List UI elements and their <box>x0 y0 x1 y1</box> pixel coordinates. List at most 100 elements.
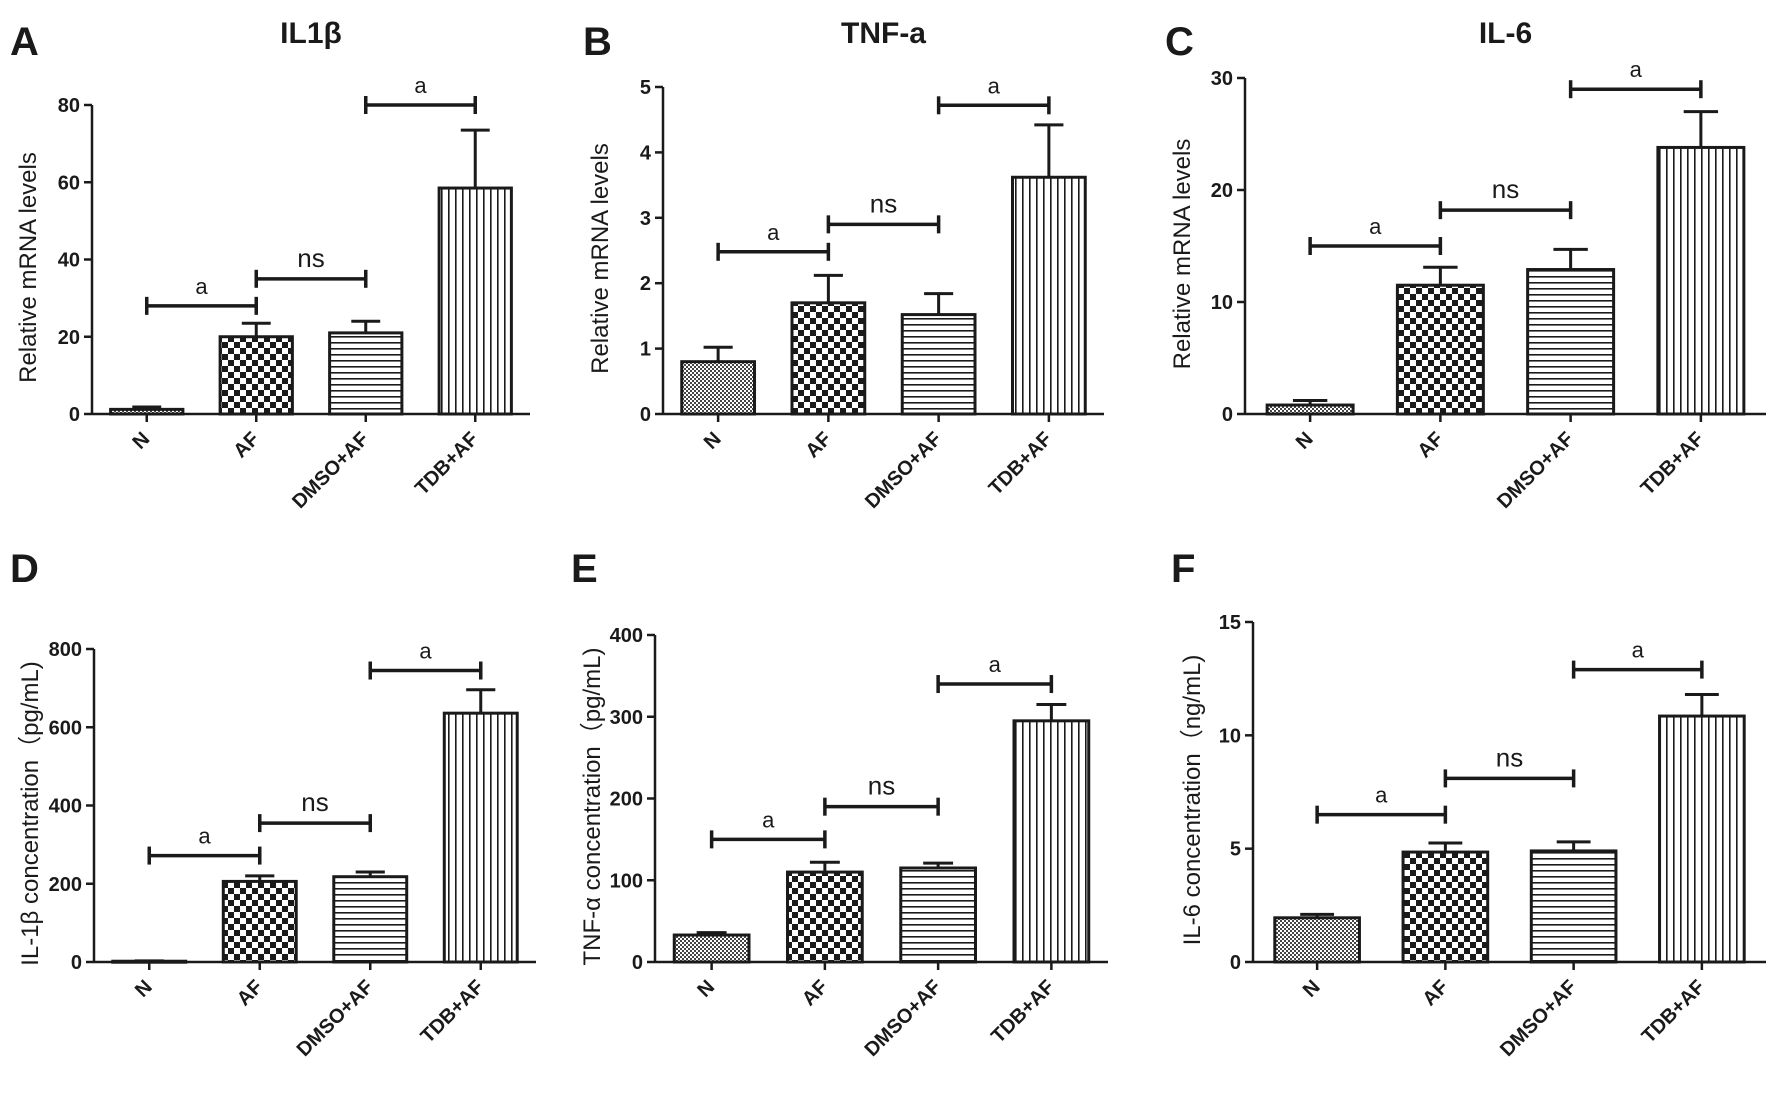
x-tick-label: DMSO+AF <box>861 976 946 1061</box>
y-tick-label: 10 <box>1211 292 1233 314</box>
x-tick-label: DMSO+AF <box>861 428 946 513</box>
significance-label: ns <box>301 787 328 817</box>
y-tick-label: 2 <box>640 273 651 295</box>
significance-label: ns <box>297 243 324 273</box>
significance-label: a <box>1369 214 1382 239</box>
y-tick-label: 5 <box>640 77 651 99</box>
y-tick-label: 5 <box>1230 839 1241 861</box>
y-tick-label: 800 <box>49 639 82 661</box>
bar <box>1656 145 1746 416</box>
bar <box>1658 714 1746 964</box>
x-tick-label: N <box>129 428 155 454</box>
bar <box>332 875 409 964</box>
chart-title: IL-6 <box>1479 17 1532 50</box>
y-tick-label: 80 <box>58 95 80 117</box>
bar <box>442 711 519 964</box>
significance-label: a <box>1632 638 1645 663</box>
significance-label: a <box>767 220 780 245</box>
y-axis-label: Relative mRNA levels <box>587 143 614 374</box>
chart-panel-c: C IL-6 Relative mRNA levels 0 10 20 30 N AF DMSO+… <box>1165 17 1766 513</box>
significance-label: a <box>1630 57 1643 82</box>
x-tick-label: AF <box>1418 976 1452 1010</box>
significance-label: a <box>989 652 1002 677</box>
bar <box>1012 719 1091 964</box>
x-tick-label: N <box>131 976 157 1002</box>
chart-panel-a: A IL1β Relative mRNA levels 0 20 40 60 80 N AF DMS… <box>10 17 530 513</box>
bar <box>1273 916 1361 964</box>
chart-panel-b: B TNF-a Relative mRNA levels 0 1 2 3 4 5 N AF DMSO+… <box>583 17 1104 513</box>
significance-label: a <box>1375 783 1388 808</box>
chart-panel-d: D IL-1β concentration（pg/mL) 0 200 400 600 800… <box>10 547 536 1061</box>
y-tick-label: 20 <box>1211 180 1233 202</box>
chart-panel-e: E TNF-α concentration（pg/mL) 0 100 200 300 400… <box>571 547 1108 1061</box>
x-tick-label: AF <box>233 976 267 1010</box>
y-tick-label: 3 <box>640 208 651 230</box>
y-tick-label: 200 <box>49 874 82 896</box>
x-tick-label: DMSO+AF <box>293 976 378 1061</box>
y-tick-label: 0 <box>632 952 643 974</box>
y-tick-label: 300 <box>610 707 643 729</box>
y-axis-label: Relative mRNA levels <box>1169 139 1196 370</box>
bar <box>218 335 294 416</box>
significance-label: a <box>988 73 1001 98</box>
panel-label: B <box>583 20 612 64</box>
bar <box>221 879 298 964</box>
y-tick-label: 0 <box>69 404 80 426</box>
y-tick-label: 400 <box>610 625 643 647</box>
bar <box>786 870 864 964</box>
y-axis-label: TNF-α concentration（pg/mL) <box>579 648 606 966</box>
significance-label: ns <box>868 771 895 801</box>
significance-label: ns <box>1496 742 1523 772</box>
x-tick-label: TDB+AF <box>417 976 489 1048</box>
panel-label: C <box>1165 20 1194 64</box>
x-tick-label: TDB+AF <box>985 428 1057 500</box>
bar <box>109 407 185 416</box>
y-tick-label: 600 <box>49 717 82 739</box>
y-tick-label: 100 <box>610 870 643 892</box>
bar <box>328 331 404 416</box>
chart-panel-f: F IL-6 concentration（ng/mL) 0 5 10 15 N AF DMSO+… <box>1171 547 1766 1061</box>
bar <box>1010 175 1087 416</box>
y-tick-label: 4 <box>640 142 652 164</box>
bar <box>790 301 867 416</box>
y-axis-label: IL-6 concentration（ng/mL) <box>1179 655 1206 946</box>
y-tick-label: 0 <box>1222 404 1233 426</box>
panel-label: D <box>10 547 39 591</box>
significance-label: a <box>414 73 427 98</box>
x-tick-label: N <box>1292 428 1318 454</box>
bar <box>899 866 977 964</box>
y-tick-label: 400 <box>49 796 82 818</box>
y-tick-label: 1 <box>640 339 651 361</box>
chart-title: IL1β <box>280 17 342 50</box>
x-tick-label: N <box>700 428 726 454</box>
y-tick-label: 60 <box>58 172 80 194</box>
bar <box>1265 403 1355 416</box>
y-tick-label: 10 <box>1219 725 1241 747</box>
y-axis-label: Relative mRNA levels <box>15 152 42 383</box>
y-tick-label: 0 <box>1230 952 1241 974</box>
panel-label: E <box>571 547 598 591</box>
x-tick-label: DMSO+AF <box>288 428 373 513</box>
x-tick-label: AF <box>801 428 835 462</box>
significance-label: a <box>195 274 208 299</box>
bar <box>1401 850 1490 964</box>
x-tick-label: N <box>1299 976 1325 1002</box>
significance-label: ns <box>870 188 897 218</box>
x-tick-label: DMSO+AF <box>1493 428 1578 513</box>
x-tick-label: TDB+AF <box>1638 976 1710 1048</box>
bar <box>680 360 757 416</box>
x-tick-label: AF <box>798 976 832 1010</box>
bar <box>672 933 751 964</box>
bar <box>1395 283 1485 416</box>
significance-label: a <box>419 639 432 664</box>
x-tick-label: TDB+AF <box>987 976 1059 1048</box>
y-tick-label: 15 <box>1219 612 1241 634</box>
x-tick-label: DMSO+AF <box>1496 976 1581 1061</box>
x-tick-label: TDB+AF <box>1637 428 1709 500</box>
bar <box>1529 849 1618 964</box>
y-tick-label: 200 <box>610 789 643 811</box>
bar <box>1526 268 1616 416</box>
y-tick-label: 30 <box>1211 68 1233 90</box>
y-axis-label: IL-1β concentration（pg/mL) <box>17 661 44 966</box>
